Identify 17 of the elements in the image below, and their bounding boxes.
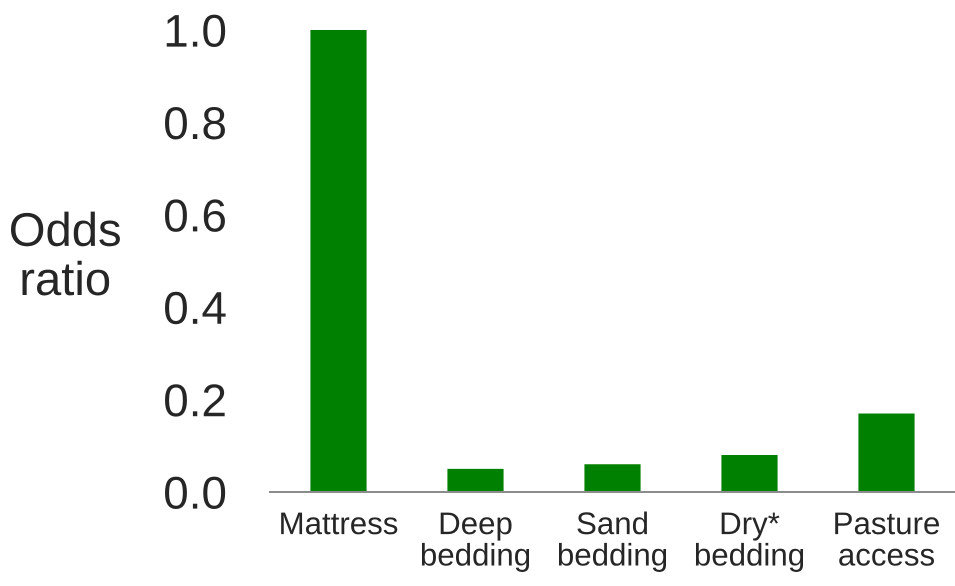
y-tick-label: 0.6 (165, 199, 225, 232)
x-tick-label: Pasture access (835, 512, 939, 566)
bar (584, 464, 641, 492)
x-tick-label: Mattress (281, 512, 398, 534)
y-tick-label: 0.0 (165, 476, 226, 510)
bar (447, 468, 504, 492)
bar (721, 455, 778, 492)
x-tick-label: Deep bedding (422, 512, 530, 572)
y-tick-label: 0.2 (165, 384, 225, 417)
x-tick-label: Sand bedding (558, 511, 666, 572)
y-tick-label: 0.4 (165, 292, 226, 324)
bar (310, 30, 367, 492)
y-tick-label: 0.8 (165, 107, 225, 140)
x-tick-label: Dry* bedding (696, 512, 804, 572)
y-axis-title: Odds ratio (10, 212, 120, 296)
bar (858, 413, 915, 492)
y-tick-label: 1.0 (166, 14, 226, 48)
